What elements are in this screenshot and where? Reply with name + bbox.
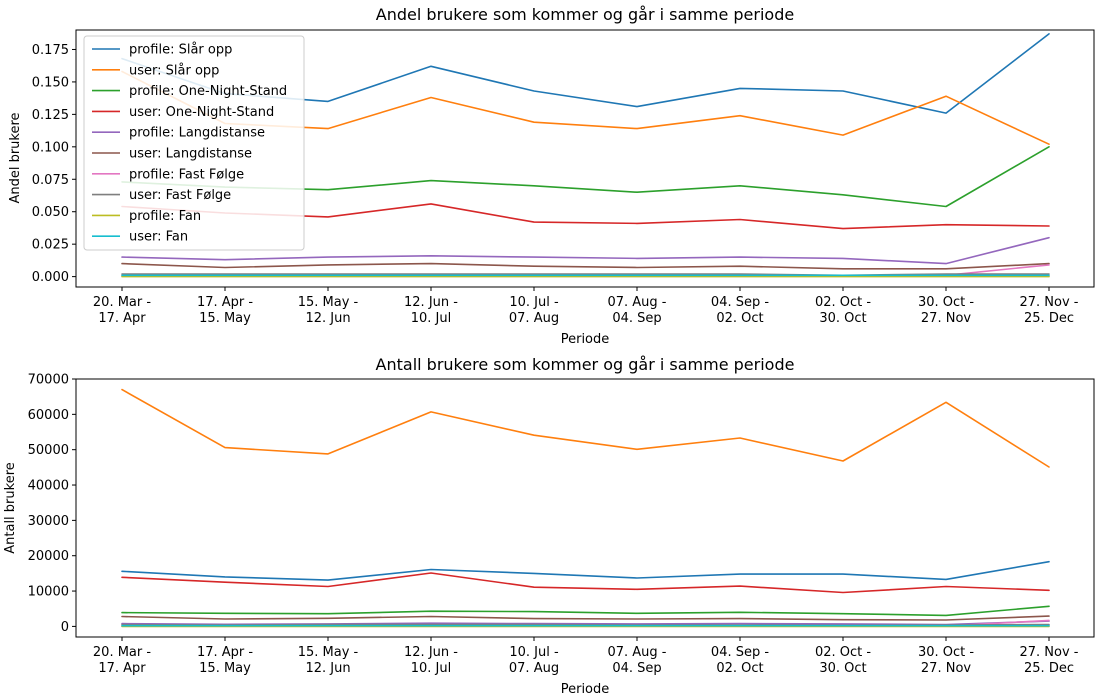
chart-count-x-tick-label: 27. Nov -25. Dec (1019, 645, 1078, 676)
chart-share-x-ticks: 20. Mar -17. Apr 17. Apr -15. May 15. May … (93, 287, 1079, 326)
chart-count-x-ticks: 20. Mar -17. Apr 17. Apr -15. May 15. May … (93, 637, 1079, 676)
chart-share-legend-label: user: Fan (129, 230, 188, 245)
chart-share-y-tick-label: 0.025 (32, 238, 69, 253)
chart-count-lines (121, 388, 1050, 628)
chart-count-x-tick-label: 04. Sep -02. Oct (711, 645, 769, 676)
chart-share-legend-label: profile: One-Night-Stand (129, 84, 287, 99)
chart-count-x-tick-label: 02. Oct -30. Oct (815, 645, 871, 676)
chart-count-y-ticks: 0 10000 20000 30000 40000 50000 60000 70000 (28, 373, 76, 635)
chart-count-y-tick-label: 50000 (28, 443, 69, 458)
chart-count-x-label: Periode (561, 682, 610, 697)
chart-share-y-tick-label: 0.175 (32, 43, 69, 58)
chart-share-users: 0.000 0.025 0.050 0.075 0.100 0.125 0.150 0.175… (8, 5, 1095, 347)
chart-share-legend-label: user: One-Night-Stand (129, 105, 274, 120)
chart-count-title: Antall brukere som kommer og går i samme… (376, 355, 795, 374)
chart-share-y-tick-label: 0.000 (32, 270, 69, 285)
chart-share-x-tick-label: 30. Oct -27. Nov (918, 295, 974, 326)
chart-share-y-label: Andel brukere (8, 112, 23, 203)
chart-share-y-tick-label: 0.125 (32, 108, 69, 123)
chart-share-x-tick-label: 07. Aug -04. Sep (607, 295, 666, 326)
chart-count-x-tick-label: 30. Oct -27. Nov (918, 645, 974, 676)
chart-count-series-line-2 (121, 388, 1050, 468)
chart-share-x-tick-label: 27. Nov -25. Dec (1019, 295, 1078, 326)
chart-count-axes-frame (75, 378, 1095, 638)
chart-share-legend-box (83, 35, 305, 251)
chart-share-y-tick-label: 0.150 (32, 75, 69, 90)
chart-share-x-tick-label: 02. Oct -30. Oct (815, 295, 871, 326)
chart-share-y-tick-label: 0.050 (32, 205, 69, 220)
chart-share-title: Andel brukere som kommer og går i samme … (376, 5, 794, 24)
chart-count-x-tick-label: 12. Jun -10. Jul (404, 645, 458, 676)
chart-share-legend-label: profile: Fan (129, 209, 201, 224)
chart-share-x-tick-label: 15. May -12. Jun (298, 295, 359, 326)
chart-share-legend: profile: Slår opp user: Slår opp profile: … (83, 35, 305, 251)
chart-count-y-tick-label: 60000 (28, 408, 69, 423)
chart-count-y-tick-label: 30000 (28, 514, 69, 529)
chart-share-x-tick-label: 17. Apr -15. May (197, 295, 253, 326)
chart-count-x-tick-label: 20. Mar -17. Apr (93, 645, 151, 676)
chart-count-y-tick-label: 0 (61, 620, 69, 635)
chart-share-legend-label: profile: Fast Følge (129, 167, 244, 182)
chart-count-series-line-1 (121, 560, 1050, 581)
chart-count-y-tick-label: 20000 (28, 549, 69, 564)
chart-share-legend-label: profile: Slår opp (129, 43, 232, 58)
chart-count-y-label: Antall brukere (3, 462, 18, 554)
chart-share-x-tick-label: 20. Mar -17. Apr (93, 295, 151, 326)
chart-share-legend-label: profile: Langdistanse (129, 126, 265, 141)
chart-count-series-line-6 (121, 615, 1050, 621)
chart-share-y-tick-label: 0.075 (32, 173, 69, 188)
chart-count-users: 0 10000 20000 30000 40000 50000 60000 70000 20.… (3, 355, 1095, 697)
chart-count-y-tick-label: 10000 (28, 585, 69, 600)
chart-share-series-line-5 (121, 236, 1050, 265)
chart-share-axes-frame (75, 29, 1095, 288)
chart-share-legend-label: user: Fast Følge (129, 188, 231, 203)
chart-share-y-ticks: 0.000 0.025 0.050 0.075 0.100 0.125 0.150 0.175 (32, 43, 76, 285)
chart-share-x-tick-label: 04. Sep -02. Oct (711, 295, 769, 326)
chart-share-x-tick-label: 10. Jul -07. Aug (509, 295, 559, 326)
chart-count-y-tick-label: 40000 (28, 479, 69, 494)
chart-count-x-tick-label: 17. Apr -15. May (197, 645, 253, 676)
chart-share-legend-label: user: Slår opp (129, 63, 219, 78)
chart-count-series-line-3 (121, 605, 1050, 617)
chart-share-x-label: Periode (561, 332, 610, 347)
chart-count-x-tick-label: 07. Aug -04. Sep (607, 645, 666, 676)
chart-count-x-tick-label: 15. May -12. Jun (298, 645, 359, 676)
chart-count-series-line-4 (121, 572, 1050, 594)
chart-share-legend-label: user: Langdistanse (129, 147, 252, 162)
chart-share-x-tick-label: 12. Jun -10. Jul (404, 295, 458, 326)
chart-count-y-tick-label: 70000 (28, 373, 69, 388)
chart-count-x-tick-label: 10. Jul -07. Aug (509, 645, 559, 676)
chart-share-series-line-6 (121, 262, 1050, 270)
chart-share-y-tick-label: 0.100 (32, 140, 69, 155)
